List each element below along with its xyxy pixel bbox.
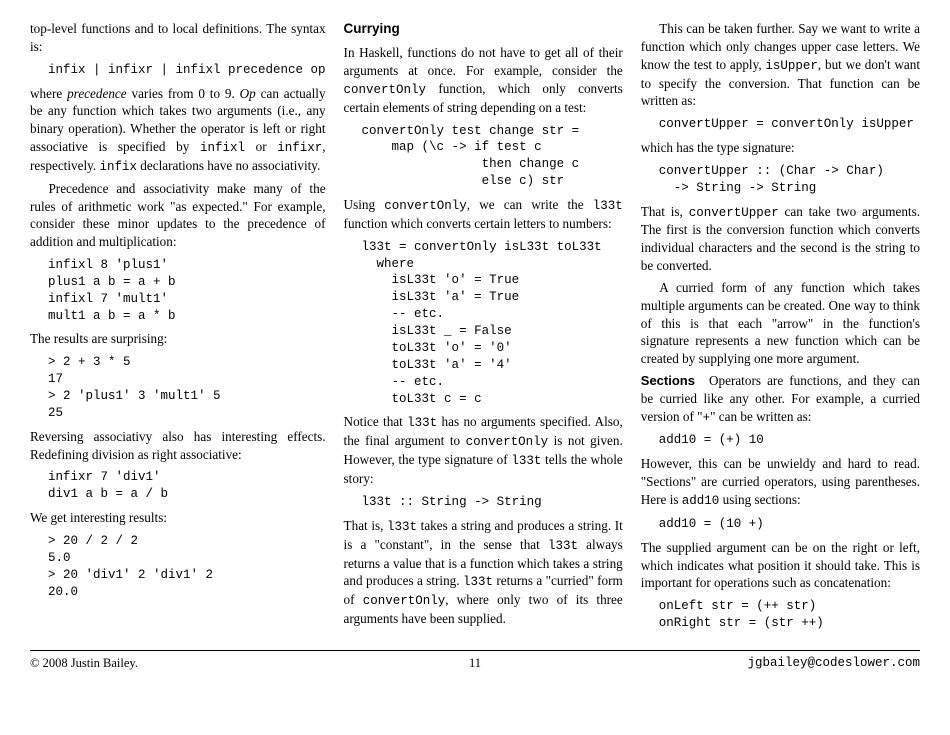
c1-p2f: declarations have no associativity.: [137, 158, 320, 173]
column-2: Currying In Haskell, functions do not ha…: [344, 20, 623, 638]
c3-add10: add10: [682, 494, 720, 508]
c2-l33t1: l33t: [593, 199, 623, 213]
c3-p4: A curried form of any function which tak…: [641, 279, 920, 368]
c1-infixl: infixl: [200, 141, 245, 155]
c1-p4: The results are surprising:: [30, 330, 326, 348]
c2-l33t2: l33t: [407, 416, 437, 430]
c2-code2: l33t = convertOnly isL33t toL33t where i…: [362, 239, 623, 408]
c1-infix: infix: [99, 160, 137, 174]
column-1: top-level functions and to local definit…: [30, 20, 326, 638]
page-columns: top-level functions and to local definit…: [30, 20, 920, 638]
page-number: 11: [469, 655, 481, 672]
c1-op: Op: [240, 86, 256, 101]
c3-p5: SectionsOperators are functions, and the…: [641, 372, 920, 427]
c2-p2b: , we can write the: [467, 197, 593, 212]
c1-p1: top-level functions and to local definit…: [30, 20, 326, 56]
c1-infixr: infixr: [277, 141, 322, 155]
c3-isUpper: isUpper: [765, 59, 818, 73]
c2-p3: Notice that l33t has no arguments specif…: [344, 413, 623, 487]
c3-p1: This can be taken further. Say we want t…: [641, 20, 920, 110]
c2-p4: That is, l33t takes a string and produce…: [344, 517, 623, 628]
c3-convertUpper: convertUpper: [689, 206, 779, 220]
c2-code1: convertOnly test change str = map (\c ->…: [362, 123, 623, 191]
c1-code5: > 20 / 2 / 2 5.0 > 20 'div1' 2 'div1' 2 …: [48, 533, 326, 601]
c1-p3: Precedence and associativity make many o…: [30, 180, 326, 251]
c3-code3: add10 = (+) 10: [659, 432, 920, 449]
c2-convertOnly4: convertOnly: [363, 594, 446, 608]
c2-code3: l33t :: String -> String: [362, 494, 623, 511]
c2-l33t5: l33t: [548, 539, 578, 553]
c1-code1: infix | infixr | infixl precedence op: [48, 62, 326, 79]
footer-email: jgbailey@codeslower.com: [747, 655, 920, 672]
c2-p1: In Haskell, functions do not have to get…: [344, 44, 623, 116]
c1-p5: Reversing associativy also has interesti…: [30, 428, 326, 464]
c1-p2a: where: [30, 86, 67, 101]
c3-code2: convertUpper :: (Char -> Char) -> String…: [659, 163, 920, 197]
c2-p2c: function which converts certain letters …: [344, 216, 612, 231]
c3-p3a: That is,: [641, 204, 689, 219]
c2-p2a: Using: [344, 197, 385, 212]
copyright-symbol: ©: [30, 656, 43, 670]
c2-l33t4: l33t: [387, 520, 417, 534]
c3-code1: convertUpper = convertOnly isUpper: [659, 116, 920, 133]
c3-code4: add10 = (10 +): [659, 516, 920, 533]
c1-precedence: precedence: [67, 86, 127, 101]
sections-runin: Sections: [641, 373, 709, 388]
c2-convertOnly1: convertOnly: [344, 83, 427, 97]
c3-p2: which has the type signature:: [641, 139, 920, 157]
page-footer: © 2008 Justin Bailey. 11 jgbailey@codesl…: [30, 650, 920, 672]
c2-convertOnly3: convertOnly: [466, 435, 549, 449]
column-3: This can be taken further. Say we want t…: [641, 20, 920, 638]
c2-p4a: That is,: [344, 518, 387, 533]
c1-code2: infixl 8 'plus1' plus1 a b = a + b infix…: [48, 257, 326, 325]
c3-p6b: using sections:: [719, 492, 800, 507]
c1-p6: We get interesting results:: [30, 509, 326, 527]
currying-heading: Currying: [344, 20, 623, 38]
c2-p2: Using convertOnly, we can write the l33t…: [344, 196, 623, 233]
c2-convertOnly2: convertOnly: [384, 199, 467, 213]
c2-p1a: In Haskell, functions do not have to get…: [344, 45, 623, 78]
c1-p2d: or: [245, 139, 277, 154]
c1-p2: where precedence varies from 0 to 9. Op …: [30, 85, 326, 176]
c2-p3a: Notice that: [344, 414, 408, 429]
c3-p3: That is, convertUpper can take two argum…: [641, 203, 920, 275]
footer-author: 2008 Justin Bailey.: [43, 656, 138, 670]
c2-l33t3: l33t: [511, 454, 541, 468]
footer-left: © 2008 Justin Bailey.: [30, 655, 138, 672]
c3-p7: The supplied argument can be on the righ…: [641, 539, 920, 592]
c3-code5: onLeft str = (++ str) onRight str = (str…: [659, 598, 920, 632]
c3-p5b: " can be written as:: [710, 409, 811, 424]
c1-p2b: varies from 0 to 9.: [127, 86, 240, 101]
c1-code4: infixr 7 'div1' div1 a b = a / b: [48, 469, 326, 503]
c2-l33t6: l33t: [463, 575, 493, 589]
c3-plus: +: [703, 411, 711, 425]
c3-p6: However, this can be unwieldy and hard t…: [641, 455, 920, 510]
c1-code3: > 2 + 3 * 5 17 > 2 'plus1' 3 'mult1' 5 2…: [48, 354, 326, 422]
